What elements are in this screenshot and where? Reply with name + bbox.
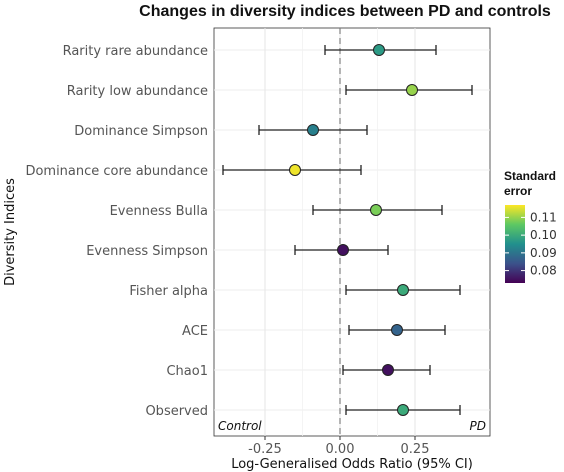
colorbar-tick-label: 0.10 <box>530 228 557 242</box>
chart-title: Changes in diversity indices between PD … <box>139 3 551 20</box>
estimate-point <box>391 324 403 336</box>
estimate-point <box>373 44 385 56</box>
colorbar <box>505 205 525 283</box>
estimate-point <box>307 124 319 136</box>
category-label: Dominance Simpson <box>74 124 208 139</box>
category-label: ACE <box>182 324 208 339</box>
x-axis-ticks: -0.25 0.00 0.25 <box>248 436 429 457</box>
pd-annotation: PD <box>470 419 486 433</box>
category-label: Rarity low abundance <box>67 84 208 99</box>
x-tick-label: -0.25 <box>248 442 282 457</box>
x-axis-title: Log-Generalised Odds Ratio (95% CI) <box>231 457 473 472</box>
x-tick-label: 0.25 <box>401 442 430 457</box>
colorbar-tick-label: 0.09 <box>530 246 557 260</box>
estimate-point <box>406 84 418 96</box>
legend-title-line-1: Standard <box>504 169 556 183</box>
colorbar-ticks: 0.08 0.09 0.10 0.11 <box>505 210 557 278</box>
category-labels: Rarity rare abundance Rarity low abundanc… <box>25 44 208 419</box>
colorbar-tick-label: 0.08 <box>530 264 557 278</box>
estimate-point <box>370 204 382 216</box>
y-axis-title: Diversity Indices <box>3 178 18 286</box>
data-marks <box>222 44 473 416</box>
color-legend: Standard error 0.08 0.09 0.10 0.11 <box>504 169 557 283</box>
legend-title-line-2: error <box>504 184 532 198</box>
estimate-point <box>337 244 349 256</box>
category-label: Evenness Simpson <box>86 244 208 259</box>
category-label: Chao1 <box>166 364 208 379</box>
plot-panel <box>213 27 491 437</box>
category-label: Dominance core abundance <box>25 164 208 179</box>
control-annotation: Control <box>218 419 262 433</box>
category-label: Evenness Bulla <box>110 204 208 219</box>
category-label: Fisher alpha <box>129 284 208 299</box>
estimate-point <box>289 164 301 176</box>
x-tick-label: 0.00 <box>326 442 355 457</box>
estimate-point <box>397 284 409 296</box>
category-label: Observed <box>145 404 208 419</box>
estimate-point <box>382 364 394 376</box>
estimate-point <box>397 404 409 416</box>
category-label: Rarity rare abundance <box>63 44 208 59</box>
colorbar-tick-label: 0.11 <box>530 210 557 224</box>
